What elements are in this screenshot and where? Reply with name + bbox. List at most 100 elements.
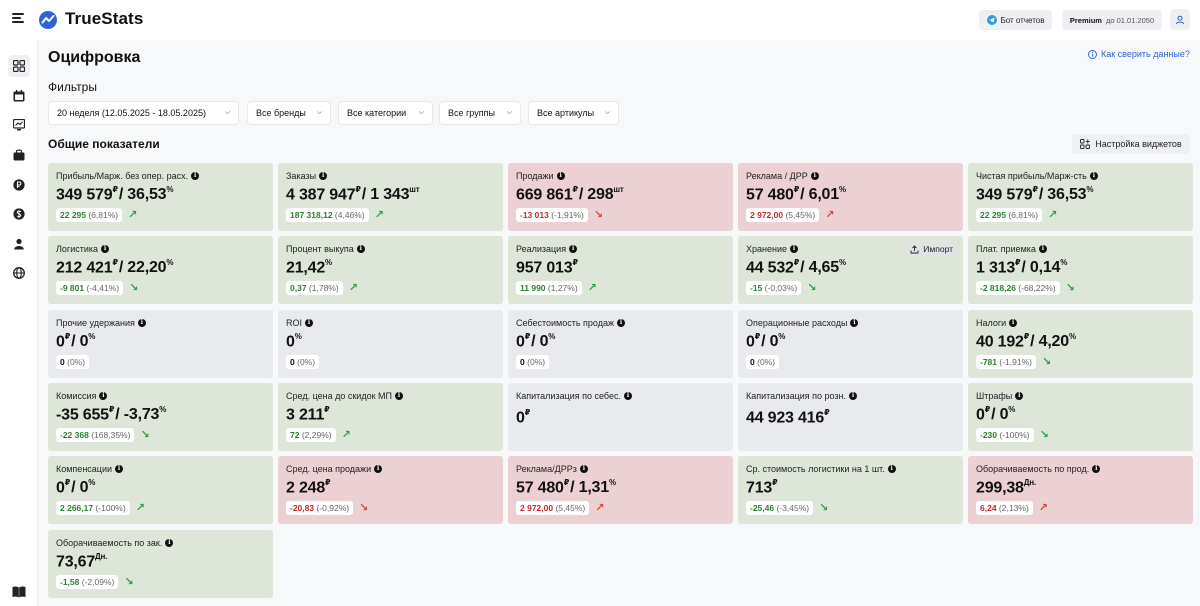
- metric-value: 0₽/ 0%: [976, 405, 1185, 424]
- metric-secondary-value: / 1,31: [570, 479, 609, 497]
- metric-delta: -25,46 (-3,45%) ↘: [746, 501, 955, 516]
- info-icon[interactable]: i: [356, 245, 365, 253]
- metric-card: Капитализация по розн. i 44 923 416₽: [738, 383, 963, 451]
- nav-knowledge-base[interactable]: [8, 581, 30, 603]
- info-icon[interactable]: i: [1089, 172, 1098, 180]
- nav-products[interactable]: [8, 144, 30, 166]
- nav-analytics[interactable]: [8, 114, 30, 136]
- delta-percent: (-68,22%): [1018, 283, 1056, 294]
- delta-percent: (-0,03%): [764, 283, 798, 294]
- metric-title-label: Капитализация по себес.: [516, 391, 621, 401]
- delta-percent: (-0,92%): [316, 503, 350, 514]
- metric-title-label: Штрафы: [976, 391, 1013, 401]
- metric-title-label: ROI: [286, 318, 303, 328]
- user-profile-button[interactable]: [1170, 9, 1190, 30]
- metric-main-value: 957 013: [516, 259, 573, 277]
- delta-value: -22 368: [60, 430, 89, 441]
- nav-dashboard[interactable]: [8, 55, 30, 77]
- info-icon[interactable]: i: [617, 319, 625, 327]
- info-icon[interactable]: i: [1092, 465, 1101, 473]
- brands-dropdown[interactable]: Все бренды ⌵: [247, 101, 331, 125]
- info-icon[interactable]: i: [887, 465, 896, 473]
- info-icon[interactable]: i: [115, 465, 123, 473]
- info-icon[interactable]: i: [1038, 245, 1047, 253]
- metric-unit: ₽: [324, 405, 330, 414]
- metric-delta: -1,58 (-2,09%) ↘: [56, 575, 265, 590]
- metric-card: Реализация i 957 013₽ 11 990 (1,27%) ↗: [508, 236, 733, 304]
- help-link[interactable]: Как сверить данные?: [1088, 49, 1190, 59]
- nav-finance[interactable]: [8, 174, 30, 196]
- info-icon[interactable]: i: [394, 392, 403, 400]
- metric-title-label: Капитализация по розн.: [746, 391, 847, 401]
- categories-dropdown[interactable]: Все категории ⌵: [338, 101, 433, 125]
- widget-settings-button[interactable]: Настройка виджетов: [1072, 134, 1190, 154]
- metric-main-value: 349 579: [976, 186, 1033, 204]
- info-icon[interactable]: i: [374, 465, 383, 473]
- metric-title-label: Логистика: [56, 244, 99, 254]
- chevron-down-icon: ⌵: [604, 109, 610, 116]
- chevron-down-icon: ⌵: [224, 109, 230, 116]
- info-icon[interactable]: i: [137, 319, 146, 327]
- metric-title-label: Заказы: [286, 171, 317, 181]
- info-icon[interactable]: i: [850, 319, 859, 327]
- info-icon[interactable]: i: [579, 465, 588, 473]
- info-icon[interactable]: i: [790, 245, 798, 253]
- delta-badge: 11 990 (1,27%): [516, 281, 582, 296]
- arrow-up-right-icon: ↗: [374, 208, 384, 221]
- nav-users[interactable]: [8, 233, 30, 255]
- delta-badge: 6,24 (2,13%): [976, 501, 1033, 516]
- nav-calendar[interactable]: [8, 85, 30, 107]
- metric-unit: ₽: [524, 408, 531, 417]
- chart-icon: [13, 119, 25, 131]
- metric-unit: Дн.: [95, 552, 108, 561]
- arrow-down-right-icon: ↘: [129, 281, 139, 294]
- arrow-down-right-icon: ↘: [359, 501, 369, 514]
- articles-dropdown-value: Все артикулы: [537, 108, 595, 118]
- arrow-up-right-icon: ↗: [128, 208, 138, 221]
- articles-dropdown[interactable]: Все артикулы ⌵: [528, 101, 619, 125]
- metric-title: Капитализация по себес. i: [516, 391, 725, 401]
- metric-title: Чистая прибыль/Марж-сть i: [976, 171, 1185, 181]
- info-icon[interactable]: i: [1009, 319, 1018, 327]
- delta-percent: (168,35%): [91, 430, 131, 441]
- arrow-up-right-icon: ↗: [587, 281, 597, 294]
- metric-main-value: 212 421: [56, 259, 113, 277]
- groups-dropdown[interactable]: Все группы ⌵: [439, 101, 521, 125]
- metric-title-label: Прибыль/Марж. без опер. расх.: [56, 171, 189, 181]
- delta-badge: -25,46 (-3,45%): [746, 501, 814, 516]
- metric-value: 44 532₽/ 4,65%: [746, 258, 955, 277]
- week-dropdown[interactable]: 20 неделя (12.05.2025 - 18.05.2025) ⌵: [48, 101, 239, 125]
- info-icon[interactable]: i: [1015, 392, 1024, 400]
- info-icon[interactable]: i: [556, 172, 565, 180]
- metric-card: Процент выкупа i 21,42% 0,37 (1,78%) ↗: [278, 236, 503, 304]
- delta-percent: (-100%): [95, 503, 126, 514]
- menu-icon[interactable]: [12, 13, 24, 23]
- import-button[interactable]: Импорт: [906, 242, 957, 256]
- delta-value: 2 972,00: [520, 503, 554, 514]
- dollar-coin-icon: [13, 208, 25, 220]
- info-icon[interactable]: i: [305, 319, 314, 327]
- info-icon[interactable]: i: [849, 392, 858, 400]
- info-icon[interactable]: i: [165, 539, 174, 547]
- info-icon[interactable]: i: [569, 245, 578, 253]
- chevron-down-icon: ⌵: [418, 109, 424, 116]
- info-icon[interactable]: i: [191, 172, 200, 180]
- metric-title: Продажи i: [516, 171, 725, 181]
- nav-marketplaces[interactable]: [8, 262, 30, 284]
- metric-delta: 2 972,00 (5,45%) ↗: [746, 208, 955, 223]
- info-icon[interactable]: i: [101, 245, 110, 253]
- info-icon[interactable]: i: [810, 172, 819, 180]
- delta-percent: (0%): [527, 357, 546, 368]
- metric-title-label: Оборачиваемость по зак.: [56, 538, 163, 548]
- delta-percent: (-4,41%): [86, 283, 120, 294]
- delta-percent: (0%): [757, 357, 776, 368]
- info-icon[interactable]: i: [319, 172, 328, 180]
- report-bot-button[interactable]: Бот отчетов: [979, 10, 1052, 30]
- info-icon[interactable]: i: [99, 392, 108, 400]
- metric-title-label: Налоги: [976, 318, 1007, 328]
- metric-secondary-unit: %: [608, 478, 616, 487]
- info-icon[interactable]: i: [624, 392, 632, 400]
- delta-value: 0: [60, 357, 65, 368]
- delta-value: -9 801: [60, 283, 85, 294]
- nav-costs[interactable]: [8, 203, 30, 225]
